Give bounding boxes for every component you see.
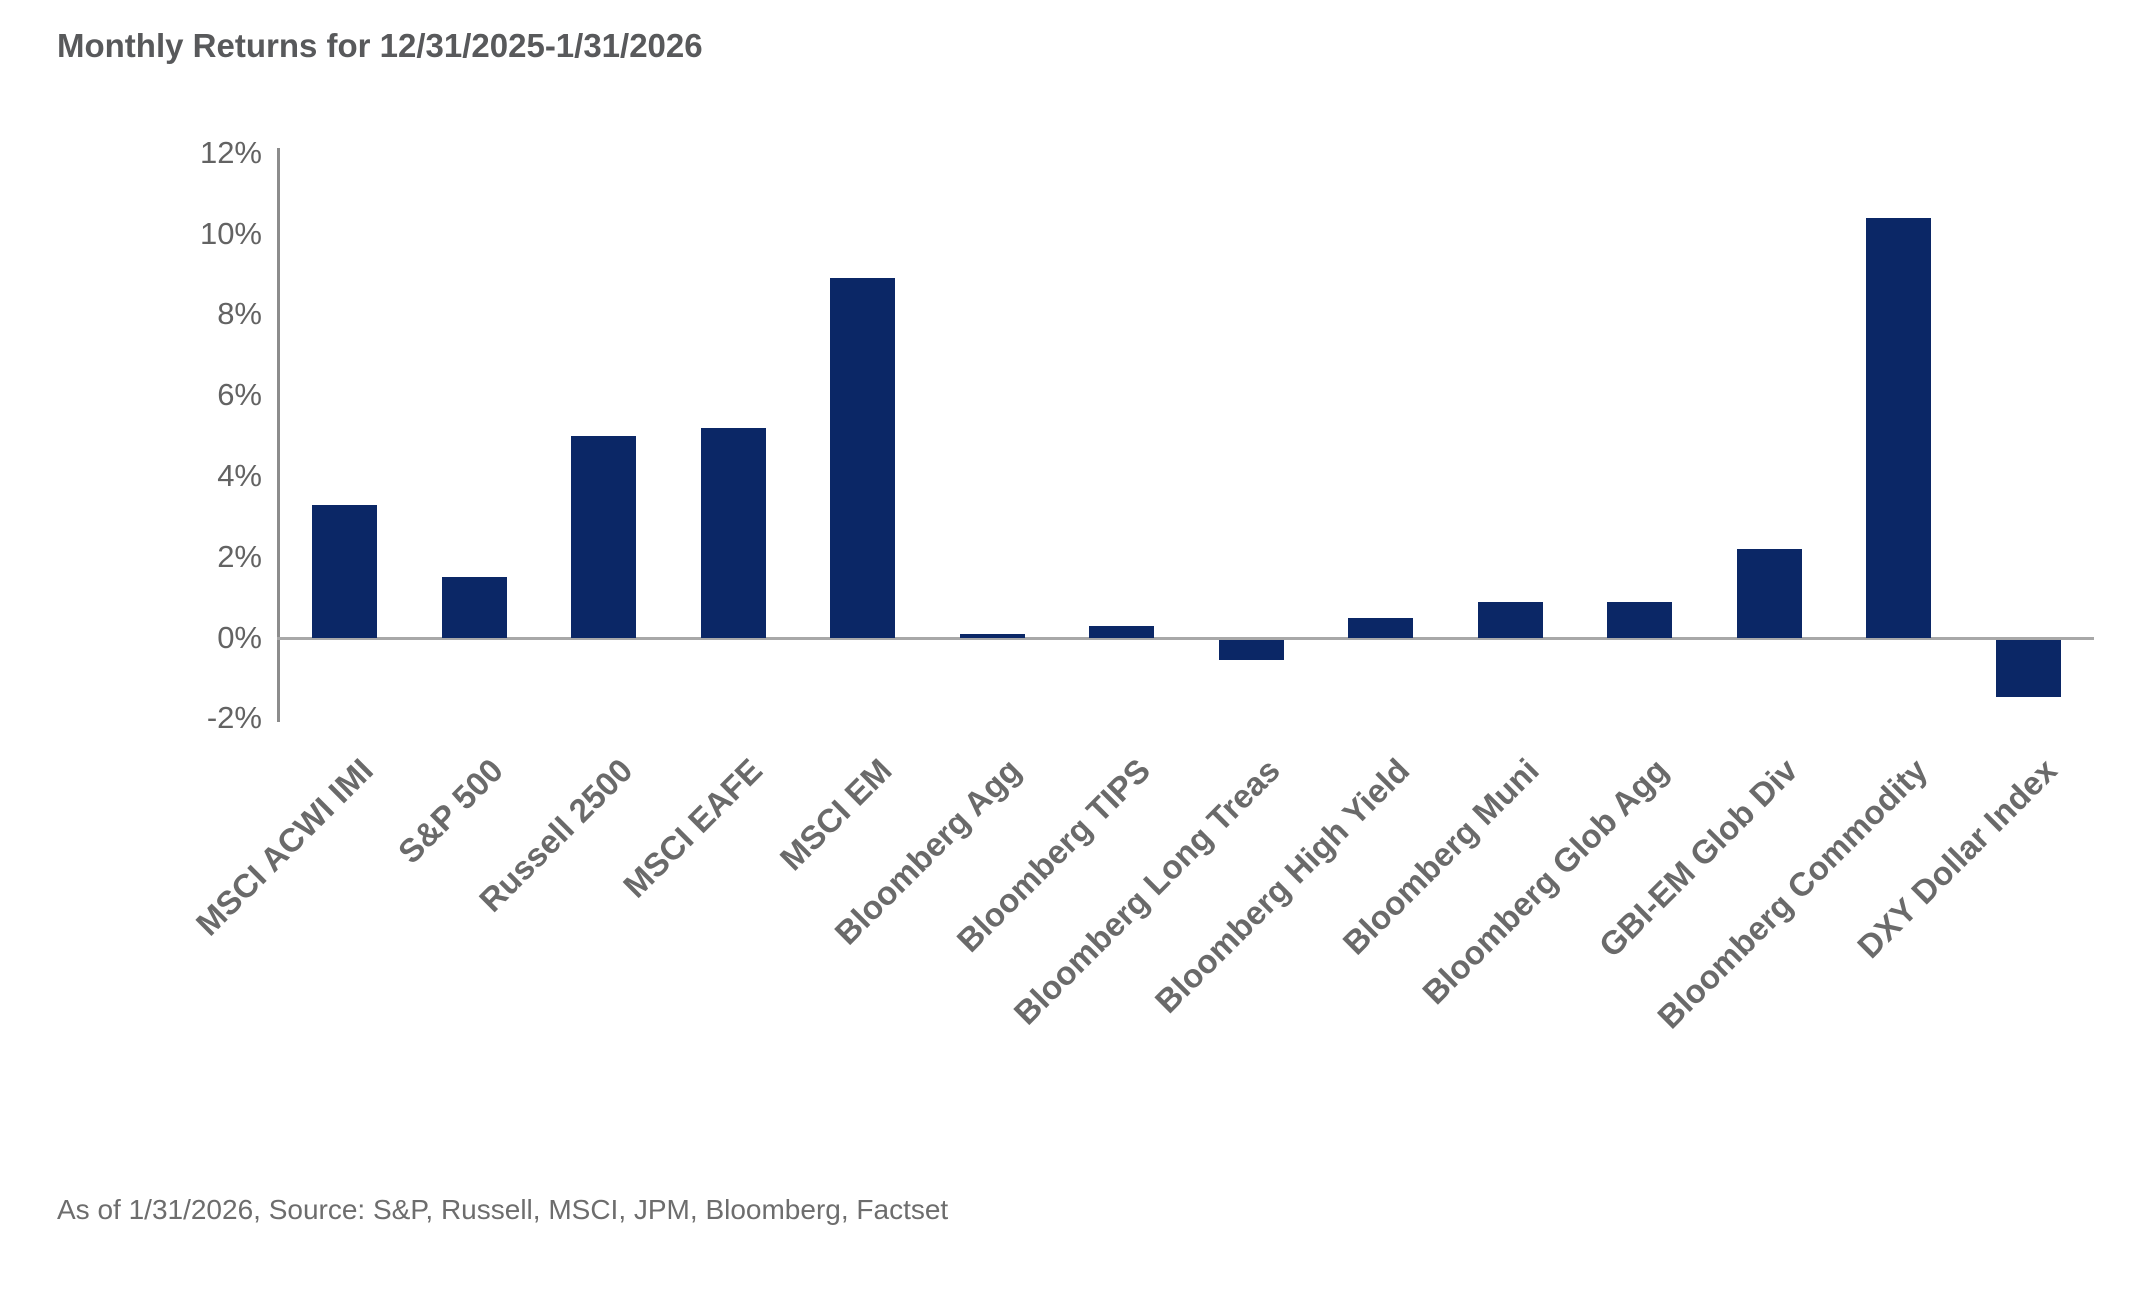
- x-tick-label: MSCI EAFE: [615, 751, 769, 905]
- y-tick-label: 12%: [199, 134, 262, 170]
- chart-title: Monthly Returns for 12/31/2025-1/31/2026: [57, 27, 703, 64]
- x-tick-label: S&P 500: [390, 751, 510, 871]
- bar-msci-eafe: [700, 427, 766, 638]
- y-tick-label: 4%: [217, 457, 262, 493]
- x-tick-label: Bloomberg Glob Agg: [1415, 751, 1676, 1012]
- y-tick-label: 0%: [217, 619, 262, 655]
- y-tick-label: 2%: [217, 538, 262, 574]
- bar-bloomberg-tips: [1089, 625, 1155, 638]
- bar-msci-em: [830, 278, 896, 638]
- bar-russell-2500: [571, 436, 637, 638]
- bar-s-p-500: [441, 577, 507, 638]
- x-tick-label: MSCI ACWI IMI: [188, 751, 381, 943]
- y-tick-label: -2%: [206, 700, 262, 736]
- y-tick-label: 6%: [217, 377, 262, 413]
- bar-dxy-dollar-index: [1995, 640, 2061, 697]
- bar-bloomberg-commodity: [1866, 217, 1932, 638]
- x-tick-label: MSCI EM: [772, 751, 899, 878]
- bar-bloomberg-long-treas: [1218, 640, 1284, 661]
- zero-baseline: [277, 637, 2094, 640]
- source-footnote: As of 1/31/2026, Source: S&P, Russell, M…: [57, 1194, 949, 1225]
- y-tick-label: 10%: [199, 215, 262, 251]
- x-tick-label: Bloomberg Long Treas: [1006, 751, 1287, 1032]
- bar-gbi-em-glob-div: [1736, 549, 1802, 638]
- x-tick-label: Bloomberg High Yield: [1147, 751, 1417, 1020]
- y-tick-label: 8%: [217, 296, 262, 332]
- bar-msci-acwi-imi: [312, 504, 378, 638]
- bar-bloomberg-glob-agg: [1607, 601, 1673, 638]
- bar-bloomberg-agg: [959, 633, 1025, 638]
- y-axis-line: [277, 148, 280, 722]
- bar-bloomberg-high-yield: [1348, 617, 1414, 638]
- bar-bloomberg-muni: [1477, 601, 1543, 638]
- x-tick-label: Bloomberg Commodity: [1650, 751, 1935, 1036]
